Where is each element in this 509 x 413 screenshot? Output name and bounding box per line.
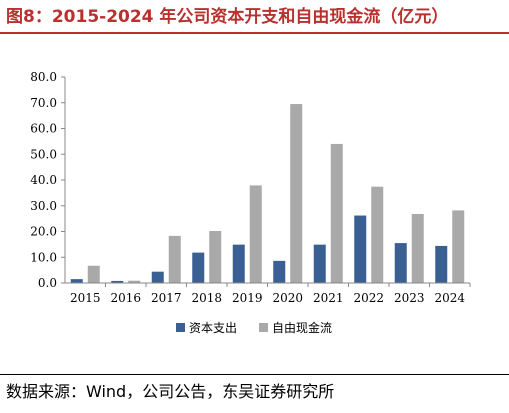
x-tick-label: 2016 [110, 291, 141, 305]
chart-title: 图8：2015-2024 年公司资本开支和自由现金流（亿元） [6, 7, 449, 27]
source-note: 数据来源：Wind，公司公告，东吴证券研究所 [6, 382, 335, 401]
capex-bar-2019 [232, 244, 245, 283]
x-tick-label: 2020 [272, 291, 303, 305]
legend-label-capex: 资本支出 [189, 321, 237, 335]
fcf-bar-2020 [290, 104, 303, 283]
y-axis: 0.0 10.0 20.0 30.0 40.0 50.0 60.0 70.0 80.0 [30, 70, 66, 290]
capex-bar-2018 [192, 252, 205, 283]
y-tick-label: 10.0 [30, 250, 57, 264]
y-tick-label: 60.0 [30, 122, 57, 136]
bars [70, 104, 465, 283]
x-tick-label: 2018 [191, 291, 222, 305]
source-divider [0, 374, 509, 375]
capex-bar-2016 [111, 280, 124, 283]
x-axis: 2015 2016 2017 2018 2019 2020 2021 2022 2023 2024 [65, 282, 471, 305]
bar-chart: 0.0 10.0 20.0 30.0 40.0 50.0 60.0 70.0 80.0 2015… [30, 70, 471, 335]
fcf-bar-2022 [371, 186, 384, 283]
title-divider [0, 32, 509, 34]
capex-bar-2022 [354, 215, 367, 283]
legend-swatch-capex [176, 323, 185, 332]
capex-bar-2020 [273, 260, 286, 283]
y-tick-label: 30.0 [30, 199, 57, 213]
x-tick-label: 2021 [313, 291, 344, 305]
x-tick-label: 2024 [434, 291, 465, 305]
capex-bar-2015 [70, 279, 83, 283]
legend: 资本支出 自由现金流 [176, 320, 332, 335]
y-tick-label: 80.0 [30, 70, 57, 84]
x-tick-label: 2017 [151, 291, 182, 305]
capex-bar-2023 [394, 243, 407, 283]
fcf-bar-2021 [330, 143, 343, 283]
fcf-bar-2023 [411, 213, 424, 283]
legend-swatch-fcf [259, 323, 268, 332]
y-tick-label: 20.0 [30, 225, 57, 239]
fcf-bar-2017 [168, 235, 181, 283]
capex-bar-2017 [151, 271, 164, 283]
fcf-bar-2018 [209, 230, 222, 283]
x-tick-label: 2023 [394, 291, 425, 305]
capex-bar-2021 [313, 244, 326, 283]
capex-bar-2024 [435, 245, 448, 283]
x-tick-label: 2019 [232, 291, 263, 305]
fcf-bar-2019 [249, 185, 262, 283]
fcf-bar-2024 [452, 210, 465, 283]
fcf-bar-2016 [128, 280, 141, 283]
legend-label-fcf: 自由现金流 [272, 320, 332, 335]
y-tick-label: 40.0 [30, 173, 57, 187]
x-tick-label: 2015 [70, 291, 101, 305]
x-tick-label: 2022 [353, 291, 384, 305]
y-tick-label: 70.0 [30, 96, 57, 110]
y-tick-label: 0.0 [38, 276, 57, 290]
fcf-bar-2015 [87, 265, 100, 283]
y-tick-label: 50.0 [30, 147, 57, 161]
